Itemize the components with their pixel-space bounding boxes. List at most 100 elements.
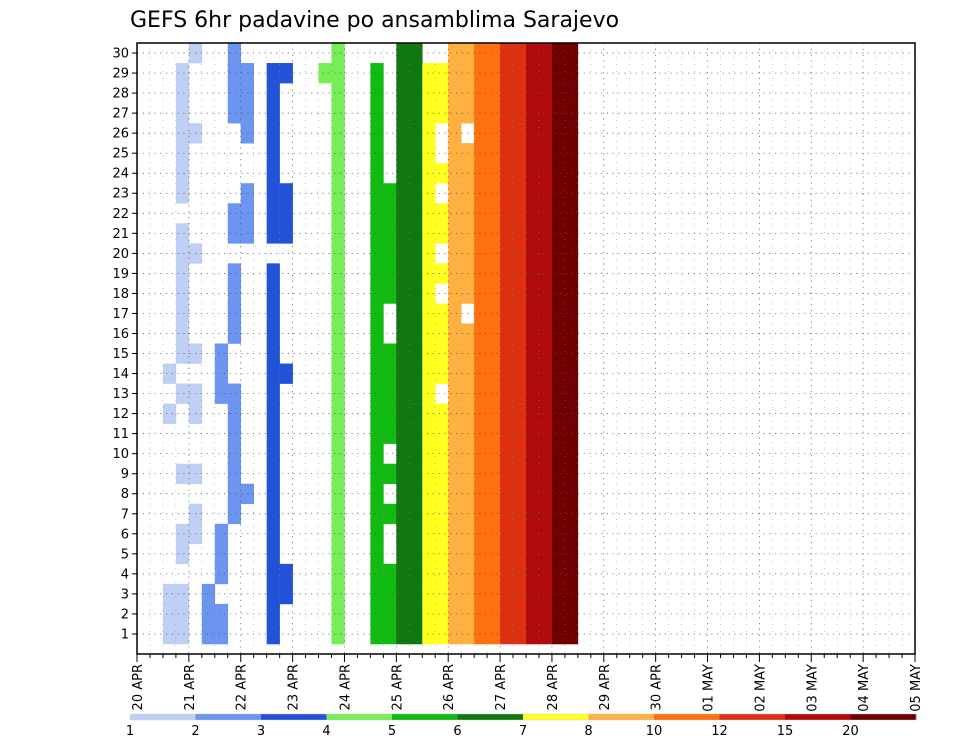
heatmap-cell bbox=[370, 423, 384, 444]
heatmap-cell bbox=[383, 463, 397, 485]
heatmap-cell bbox=[487, 583, 501, 605]
colorbar-swatch bbox=[326, 714, 393, 720]
y-tick-label: 25 bbox=[112, 147, 129, 162]
heatmap-cell bbox=[564, 43, 579, 64]
heatmap-cell bbox=[513, 123, 527, 144]
heatmap-cell bbox=[500, 183, 514, 204]
heatmap-cell bbox=[513, 103, 527, 124]
heatmap-cell bbox=[227, 203, 242, 224]
heatmap-cell bbox=[564, 543, 579, 565]
y-tick-label: 26 bbox=[112, 127, 129, 142]
heatmap-cell bbox=[487, 603, 501, 625]
heatmap-cell bbox=[383, 403, 397, 424]
heatmap-cell bbox=[435, 623, 449, 645]
heatmap-cell bbox=[266, 223, 280, 244]
heatmap-cell bbox=[500, 343, 514, 364]
heatmap-cell bbox=[474, 343, 488, 364]
heatmap-cell bbox=[331, 223, 345, 244]
x-tick-label: 20 APR bbox=[131, 664, 146, 710]
y-tick-label: 13 bbox=[112, 387, 129, 402]
y-tick-label: 16 bbox=[112, 327, 129, 342]
heatmap-cell bbox=[396, 343, 410, 364]
heatmap-cell bbox=[448, 323, 462, 344]
heatmap-cell bbox=[370, 583, 384, 605]
heatmap-cell bbox=[266, 323, 280, 344]
colorbar-label: 2 bbox=[191, 724, 199, 739]
heatmap-cell bbox=[214, 623, 229, 645]
heatmap-cell bbox=[526, 223, 540, 244]
x-tick-label: 22 APR bbox=[235, 664, 250, 710]
heatmap-cell bbox=[564, 523, 579, 545]
heatmap-cell bbox=[538, 83, 553, 104]
heatmap-cell bbox=[474, 283, 488, 304]
heatmap-cell bbox=[227, 43, 242, 64]
heatmap-cell bbox=[513, 183, 527, 204]
y-tick-label: 14 bbox=[112, 367, 129, 382]
heatmap-cell bbox=[175, 243, 190, 264]
heatmap-cell bbox=[526, 383, 540, 404]
heatmap-cell bbox=[396, 183, 410, 204]
heatmap-cell bbox=[370, 443, 384, 464]
heatmap-cell bbox=[448, 483, 462, 505]
heatmap-cell bbox=[227, 483, 242, 505]
heatmap-cell bbox=[331, 323, 345, 344]
heatmap-cell bbox=[214, 563, 229, 585]
heatmap-cell bbox=[526, 563, 540, 585]
heatmap-cell bbox=[266, 503, 280, 525]
heatmap-cell bbox=[487, 43, 501, 64]
heatmap-cell bbox=[487, 563, 501, 585]
heatmap-cell bbox=[422, 603, 436, 625]
heatmap-cell bbox=[331, 383, 345, 404]
heatmap-cell bbox=[526, 283, 540, 304]
heatmap-cell bbox=[175, 183, 190, 204]
heatmap-cell bbox=[162, 603, 177, 625]
heatmap-cell bbox=[500, 523, 514, 545]
heatmap-cell bbox=[227, 463, 242, 485]
heatmap-cell bbox=[538, 303, 553, 324]
y-tick-label: 6 bbox=[121, 527, 129, 542]
heatmap-cell bbox=[474, 143, 488, 164]
heatmap-cell bbox=[500, 283, 514, 304]
heatmap-cell bbox=[422, 203, 436, 224]
heatmap-cell bbox=[396, 243, 410, 264]
heatmap-cell bbox=[383, 203, 397, 224]
heatmap-cell bbox=[383, 183, 397, 204]
heatmap-cell bbox=[370, 243, 384, 264]
heatmap-cell bbox=[564, 123, 579, 144]
heatmap-cell bbox=[538, 603, 553, 625]
heatmap-cell bbox=[474, 163, 488, 184]
heatmap-cell bbox=[474, 523, 488, 545]
heatmap-cell bbox=[435, 503, 449, 525]
heatmap-cell bbox=[331, 83, 345, 104]
heatmap-cell bbox=[500, 423, 514, 444]
heatmap-cell bbox=[331, 163, 345, 184]
heatmap-cell bbox=[279, 223, 293, 244]
heatmap-cell bbox=[396, 563, 410, 585]
heatmap-cell bbox=[538, 163, 553, 184]
heatmap-cell bbox=[487, 143, 501, 164]
heatmap-cell bbox=[448, 623, 462, 645]
heatmap-cell bbox=[266, 63, 280, 84]
heatmap-cell bbox=[448, 63, 462, 84]
heatmap-cell bbox=[500, 583, 514, 605]
x-tick-label: 02 MAY bbox=[753, 664, 768, 712]
heatmap-cell bbox=[266, 443, 280, 464]
heatmap-cell bbox=[331, 503, 345, 525]
heatmap-cell bbox=[422, 163, 436, 184]
heatmap-cell bbox=[474, 63, 488, 84]
heatmap-cell bbox=[266, 563, 280, 585]
heatmap-cell bbox=[422, 63, 436, 84]
heatmap-cell bbox=[474, 303, 488, 324]
heatmap-cell bbox=[396, 463, 410, 485]
heatmap-cell bbox=[383, 623, 397, 645]
heatmap-cell bbox=[175, 323, 190, 344]
heatmap-cell bbox=[422, 383, 436, 404]
y-tick-label: 30 bbox=[112, 47, 129, 62]
colorbar-label: 5 bbox=[388, 724, 396, 739]
heatmap-cell bbox=[538, 103, 553, 124]
heatmap-cell bbox=[564, 323, 579, 344]
heatmap-cell bbox=[564, 303, 579, 324]
heatmap-cell bbox=[383, 423, 397, 444]
heatmap-cell bbox=[513, 483, 527, 505]
heatmap-cell bbox=[474, 623, 488, 645]
